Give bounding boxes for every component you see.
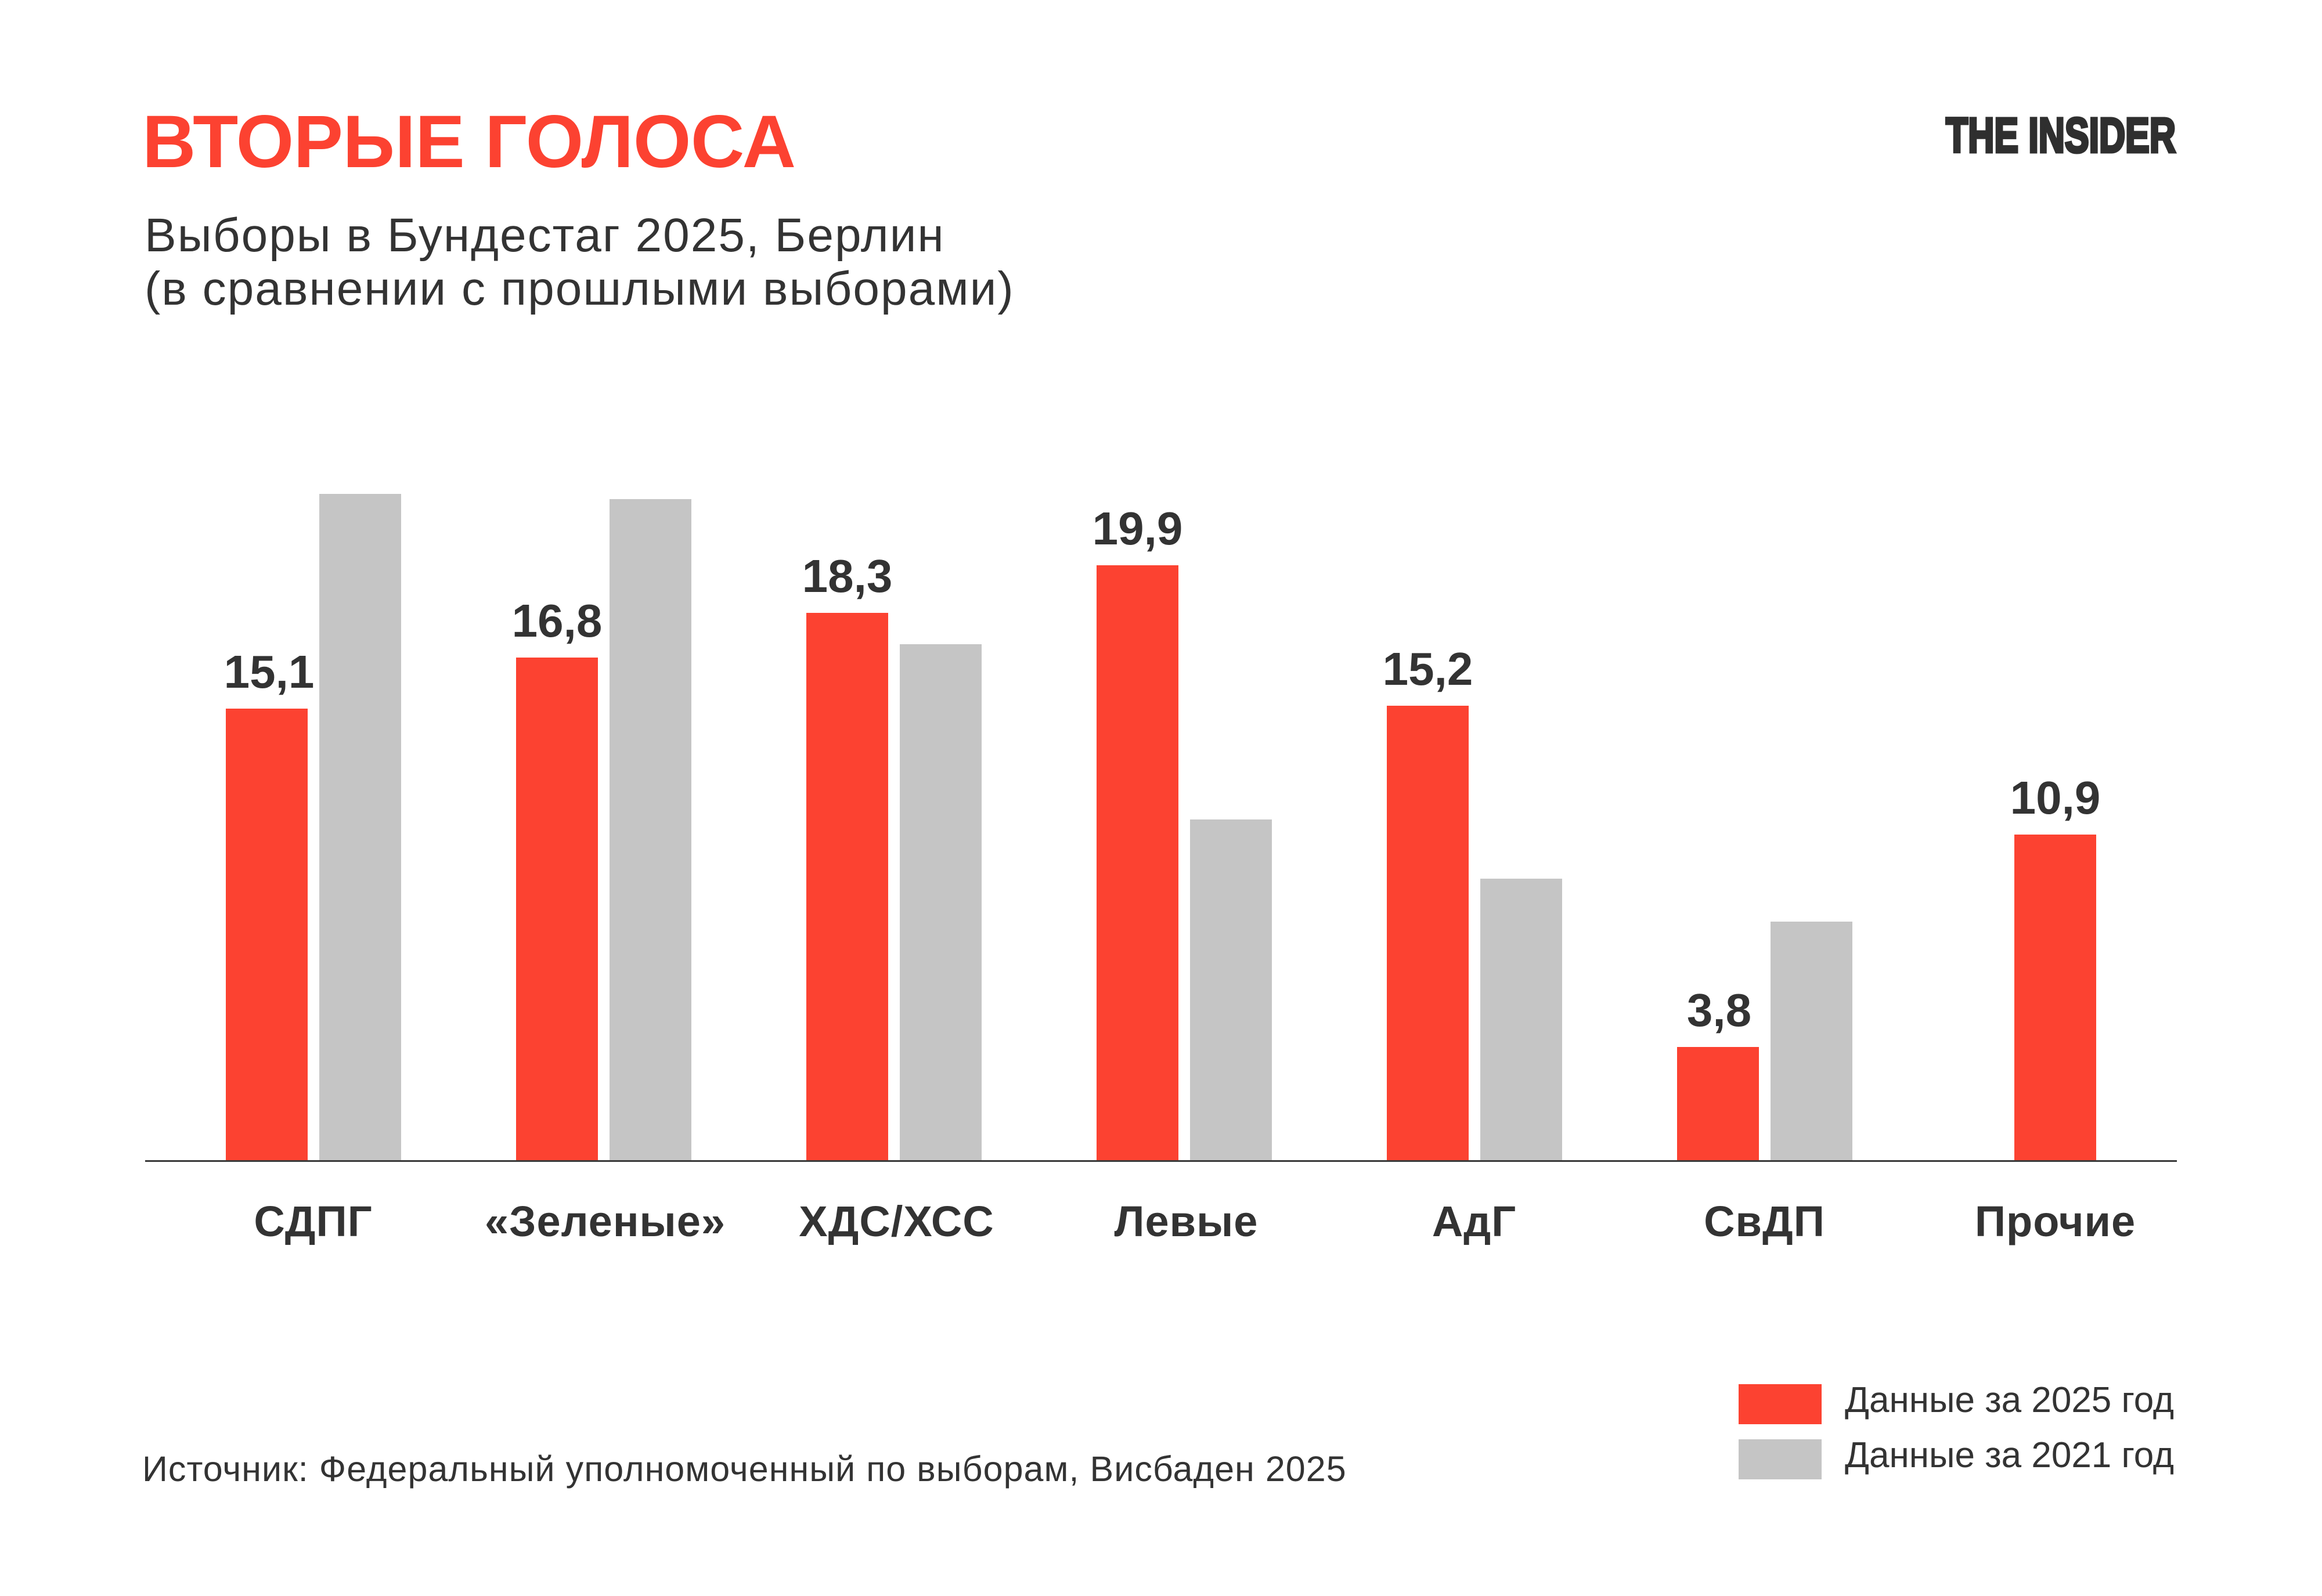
svg-text:THE INSIDER: THE INSIDER — [1946, 108, 2176, 163]
